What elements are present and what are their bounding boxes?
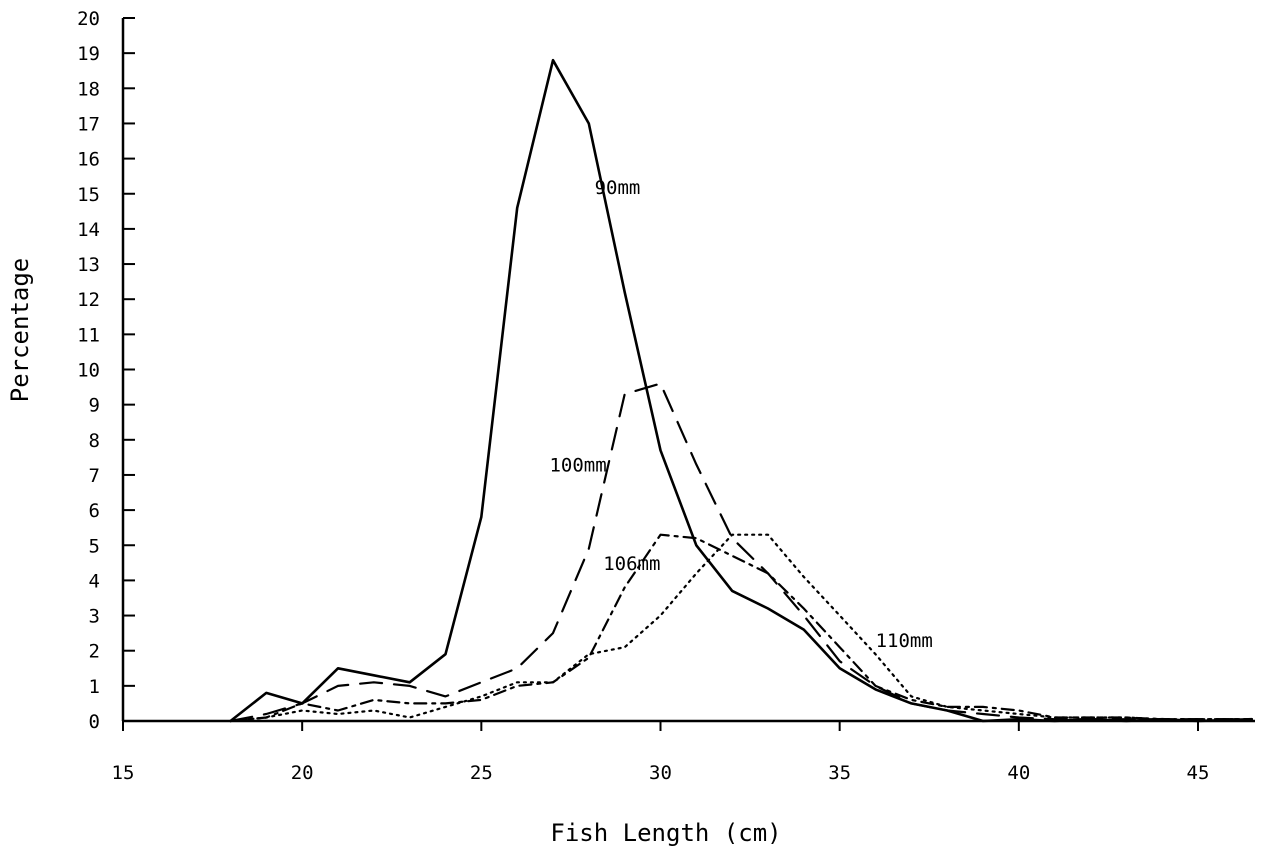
y-tick-label: 6 <box>89 500 100 522</box>
x-tick-label: 40 <box>1007 762 1030 784</box>
y-tick-label: 16 <box>77 149 100 171</box>
y-tick-label: 20 <box>77 8 100 30</box>
y-tick-label: 17 <box>77 113 100 135</box>
y-tick-label: 1 <box>89 676 100 698</box>
x-tick-label: 15 <box>112 762 135 784</box>
series-labels: 90mm 100mm 106mm 110mm <box>549 177 932 652</box>
x-tick-label: 45 <box>1187 762 1210 784</box>
y-tick-label: 0 <box>89 711 100 733</box>
y-tick-label: 19 <box>77 43 100 65</box>
y-tick-label: 10 <box>77 360 100 382</box>
y-tick-label: 15 <box>77 184 100 206</box>
series-label-2: 100mm <box>549 454 606 476</box>
x-tick-label: 25 <box>470 762 493 784</box>
y-tick-label: 14 <box>77 219 100 241</box>
y-axis-title: Percentage <box>6 258 34 403</box>
x-ticks: 15 20 25 30 35 40 45 <box>112 721 1210 784</box>
y-tick-label: 5 <box>89 535 100 557</box>
y-tick-label: 8 <box>89 430 100 452</box>
x-tick-label: 20 <box>291 762 314 784</box>
x-axis-title: Fish Length (cm) <box>550 819 781 847</box>
series-line-1 <box>229 58 1254 723</box>
series-label-3: 106mm <box>603 553 660 575</box>
series-label-1: 90mm <box>595 177 641 199</box>
y-tick-label: 7 <box>89 465 100 487</box>
y-tick-label: 13 <box>77 254 100 276</box>
x-tick-label: 30 <box>649 762 672 784</box>
y-tick-label: 3 <box>89 606 100 628</box>
series-line-4 <box>229 533 1253 723</box>
y-tick-label: 4 <box>89 570 100 592</box>
series-label-4: 110mm <box>876 630 933 652</box>
y-tick-label: 12 <box>77 289 100 311</box>
series-lines <box>229 58 1254 723</box>
series-line-3 <box>229 533 1253 723</box>
y-tick-label: 9 <box>89 395 100 417</box>
y-tick-label: 11 <box>77 324 100 346</box>
y-tick-label: 18 <box>77 78 100 100</box>
x-tick-label: 35 <box>828 762 851 784</box>
series-line-2 <box>229 382 1253 723</box>
axes <box>121 18 1255 723</box>
y-tick-label: 2 <box>89 641 100 663</box>
